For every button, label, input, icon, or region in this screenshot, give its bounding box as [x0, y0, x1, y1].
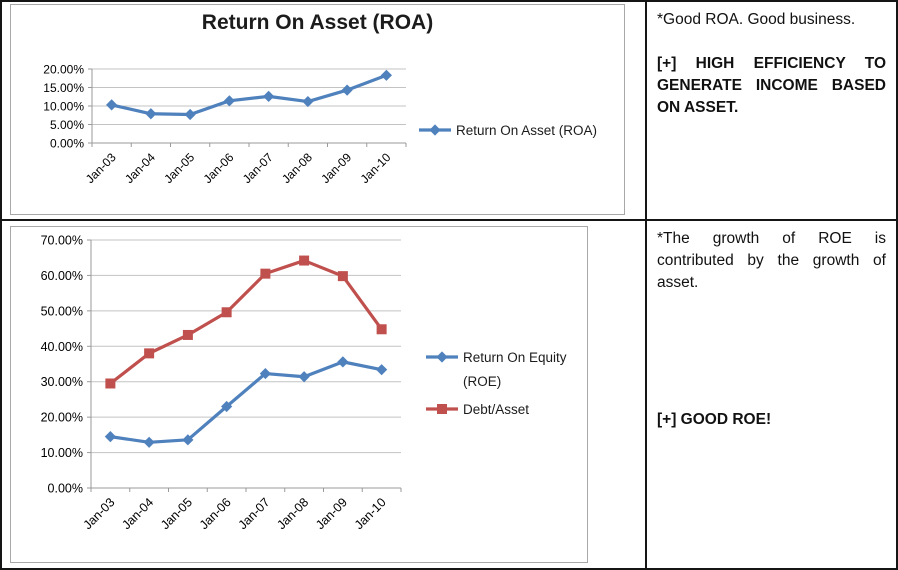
x-tick-label: Jan-03	[81, 495, 118, 532]
x-tick-label: Jan-05	[161, 150, 197, 186]
cell-roe-chart: 0.00% 10.00% 20.00% 30.00% 40.00% 50.00% 60.00…	[2, 221, 647, 568]
data-point-marker	[263, 90, 275, 102]
legend-marker	[436, 351, 448, 363]
x-tick-label: Jan-08	[279, 150, 315, 186]
data-point-marker	[182, 329, 193, 340]
x-tick-label: Jan-09	[318, 150, 354, 186]
y-tick-label: 20.00%	[41, 411, 83, 425]
x-tick-label: Jan-04	[122, 150, 158, 186]
roa-conclusion-text: [+] HIGH EFFICIENCY TO GENERATE INCOME B…	[657, 55, 886, 116]
data-point-marker	[184, 108, 196, 121]
data-point-marker	[337, 356, 349, 368]
roa-chart-object[interactable]: Return On Asset (ROA) 0.00% 5.00% 10.00% 15…	[10, 4, 625, 215]
data-point-marker	[105, 378, 116, 389]
data-point-marker	[337, 271, 348, 282]
y-tick-label: 50.00%	[41, 304, 83, 318]
data-point-marker	[106, 99, 118, 111]
y-tick-label: 5.00%	[50, 118, 84, 132]
data-point-marker	[341, 84, 353, 96]
legend-marker	[437, 404, 447, 414]
y-tick-label: 10.00%	[43, 100, 84, 114]
roe-conclusion-text: [+] GOOD ROE!	[657, 411, 772, 428]
x-tick-label: Jan-10	[352, 495, 389, 532]
x-tick-label: Jan-03	[83, 150, 119, 186]
legend-label: Debt/Asset	[463, 402, 529, 417]
x-tick-label: Jan-06	[201, 150, 237, 186]
series-line	[109, 258, 383, 385]
roe-chart-plot[interactable]: 0.00% 10.00% 20.00% 30.00% 40.00% 50.00% 60.00…	[11, 227, 587, 562]
y-tick-label: 15.00%	[43, 81, 84, 95]
y-tick-label: 30.00%	[41, 375, 83, 389]
data-point-marker	[221, 307, 232, 318]
y-tick-label: 10.00%	[41, 446, 83, 460]
data-point-marker	[221, 400, 233, 413]
y-tick-label: 70.00%	[41, 234, 83, 248]
cell-roa-chart: Return On Asset (ROA) 0.00% 5.00% 10.00% 15…	[2, 2, 647, 221]
data-point-marker	[104, 431, 116, 443]
legend-marker	[429, 124, 441, 136]
data-point-marker	[143, 436, 155, 448]
data-point-marker	[145, 108, 157, 120]
roa-chart-title: Return On Asset (ROA)	[201, 11, 434, 34]
roe-chart-object[interactable]: 0.00% 10.00% 20.00% 30.00% 40.00% 50.00% 60.00…	[10, 226, 588, 563]
x-tick-label: Jan-05	[158, 495, 195, 532]
y-tick-label: 60.00%	[41, 269, 83, 283]
y-tick-label: 0.00%	[48, 482, 83, 496]
data-point-marker	[182, 434, 194, 446]
y-tick-label: 40.00%	[41, 340, 83, 354]
roa-chart-plot[interactable]: 0.00% 5.00% 10.00% 15.00% 20.00% Jan-03 Jan-04…	[11, 5, 624, 214]
x-tick-label: Jan-08	[274, 495, 311, 532]
data-point-marker	[223, 95, 235, 107]
cell-roe-notes: *The growth of ROE is contributed by the…	[647, 221, 896, 568]
roa-observation-text: *Good ROA. Good business.	[657, 11, 856, 28]
x-tick-label: Jan-10	[358, 150, 394, 186]
series-line	[111, 73, 387, 117]
data-point-marker	[380, 69, 392, 81]
data-point-marker	[298, 371, 310, 383]
legend-label: Return On Asset (ROA)	[456, 123, 597, 138]
data-point-marker	[376, 324, 387, 335]
x-tick-label: Jan-07	[236, 495, 273, 532]
x-tick-label: Jan-09	[313, 495, 350, 532]
x-tick-label: Jan-04	[119, 495, 156, 532]
data-point-marker	[376, 364, 388, 376]
cell-roa-notes: *Good ROA. Good business. [+] HIGH EFFIC…	[647, 2, 896, 221]
legend-label: (ROE)	[463, 374, 501, 389]
y-tick-label: 0.00%	[50, 137, 84, 151]
x-tick-label: Jan-07	[240, 150, 276, 186]
data-point-marker	[144, 348, 155, 359]
legend-label: Return On Equity	[463, 350, 567, 365]
data-point-marker	[302, 95, 314, 108]
data-point-marker	[260, 268, 271, 279]
data-point-marker	[299, 255, 310, 266]
series-line	[110, 360, 382, 444]
roe-observation-text: *The growth of ROE is contributed by the…	[657, 230, 886, 291]
y-tick-label: 20.00%	[43, 63, 84, 77]
x-tick-label: Jan-06	[197, 495, 234, 532]
